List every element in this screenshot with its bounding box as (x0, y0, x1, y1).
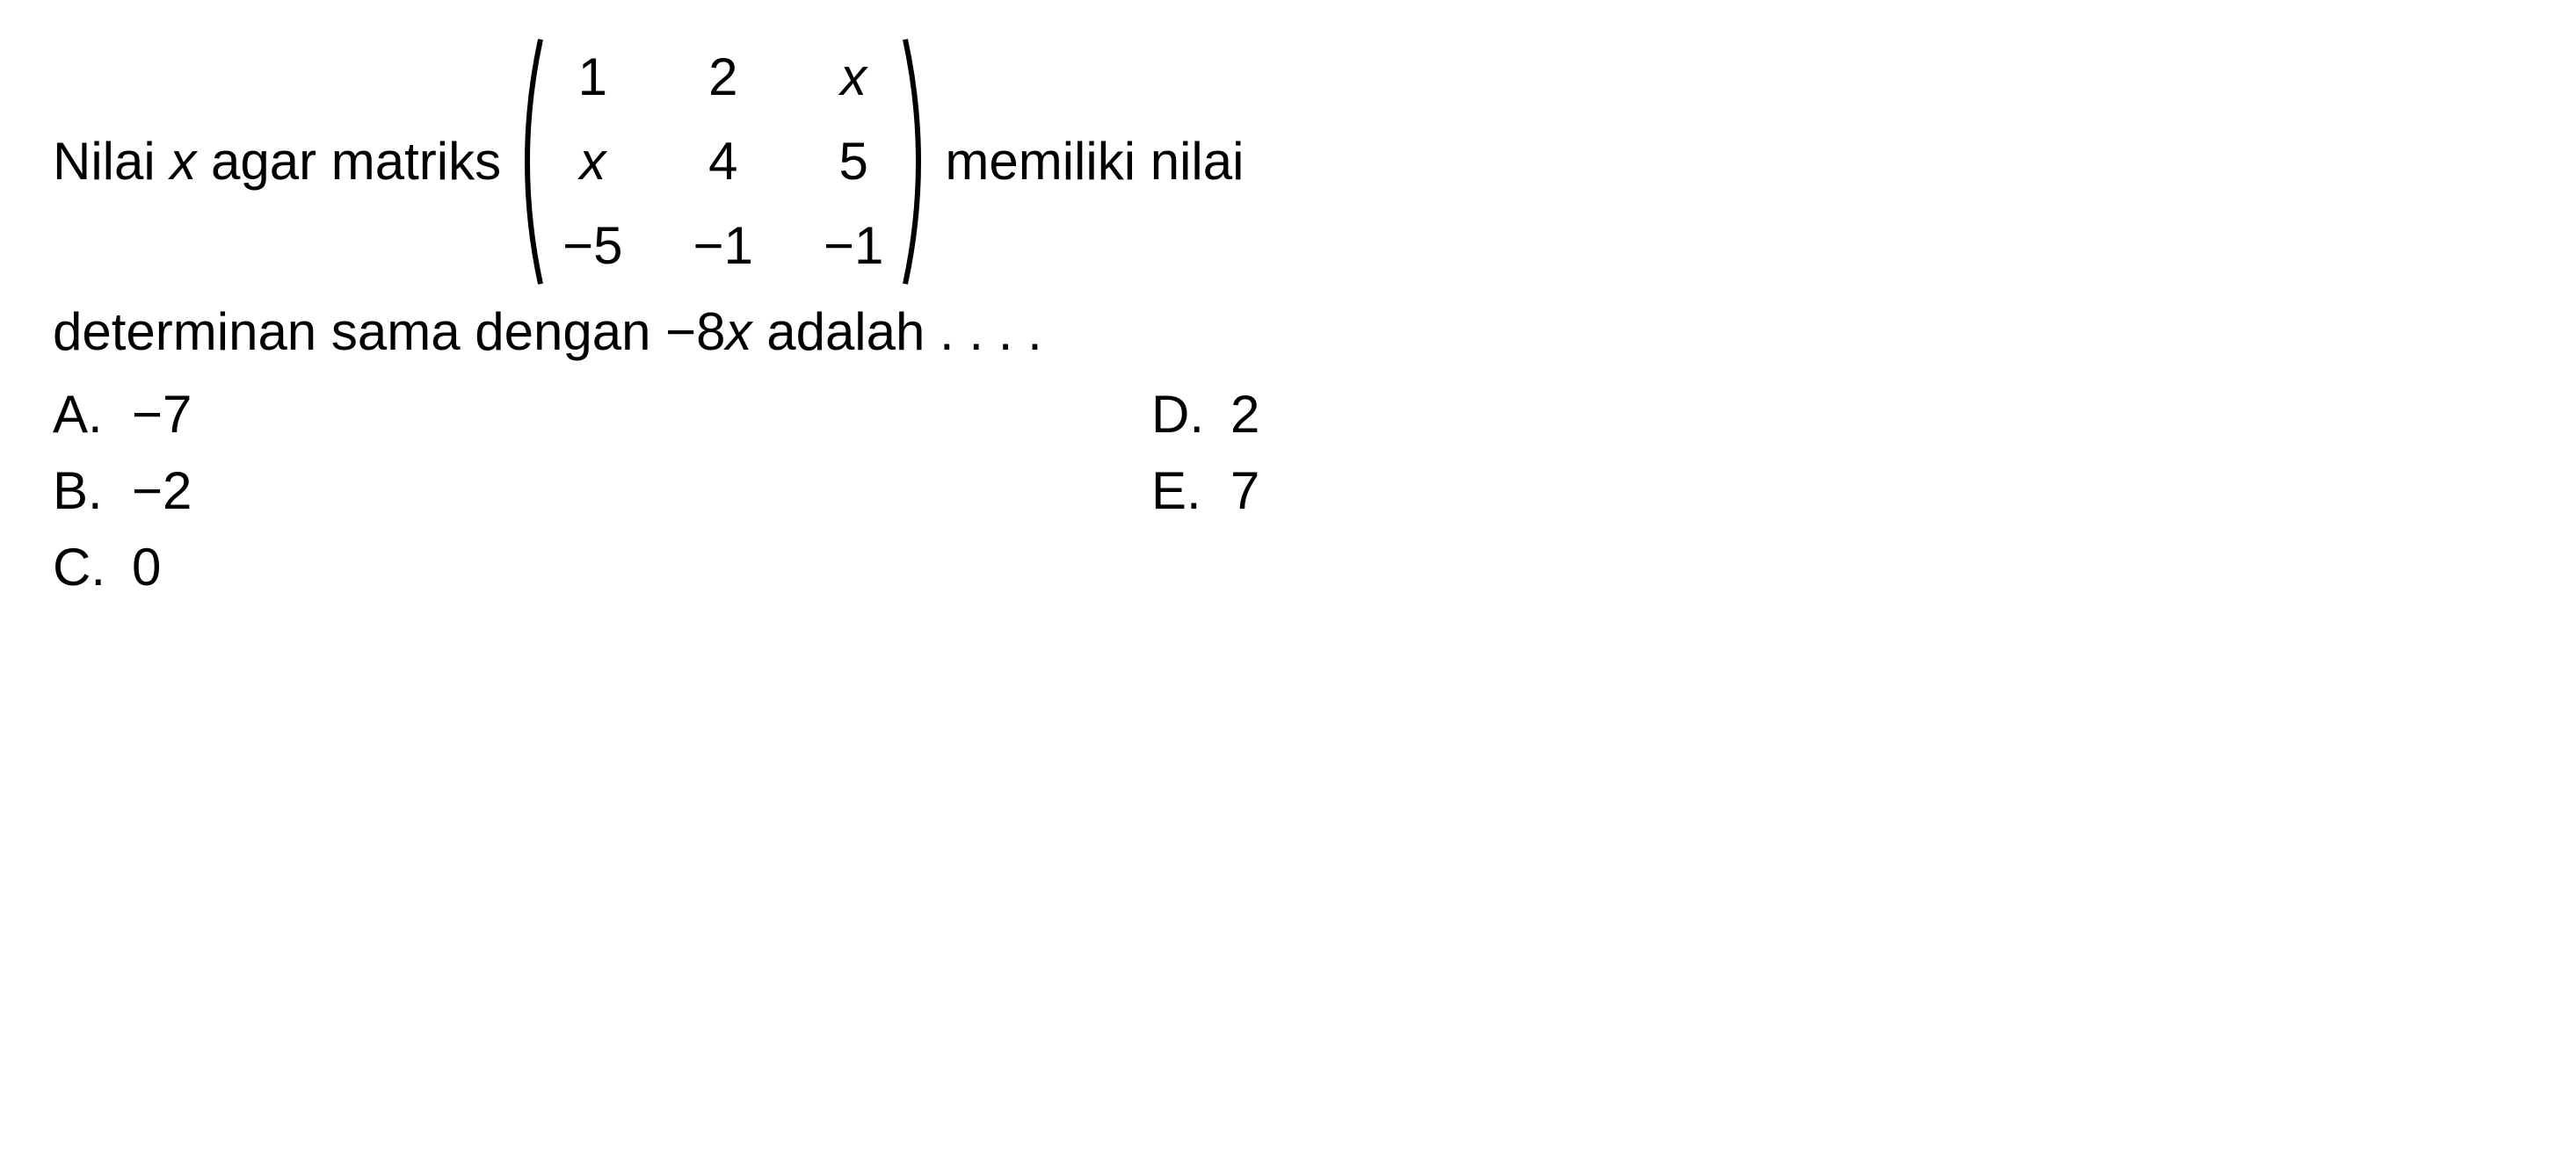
matrix-cell: −5 (562, 217, 622, 275)
text-adalah: adalah . . . . (752, 302, 1042, 361)
option-e: E. 7 (1151, 460, 1635, 521)
matrix: 1 2 x x 4 5 −5 −1 −1 (510, 35, 936, 288)
option-letter: D. (1151, 384, 1230, 445)
matrix-cell: 2 (701, 48, 745, 106)
options-grid: A. −7 B. −2 C. 0 D. 2 E. 7 (53, 384, 1635, 597)
option-value: −2 (132, 460, 192, 521)
problem-container: Nilai x agar matriks 1 2 x x 4 5 −5 −1 −… (53, 35, 2514, 597)
matrix-cell: −1 (693, 217, 753, 275)
option-letter: A. (53, 384, 132, 445)
matrix-cell: −1 (824, 217, 883, 275)
option-letter: C. (53, 537, 132, 597)
option-a: A. −7 (53, 384, 536, 445)
question-suffix: memiliki nilai (945, 133, 1244, 191)
text-determinan: determinan sama dengan −8 (53, 302, 726, 361)
question-line-1: Nilai x agar matriks 1 2 x x 4 5 −5 −1 −… (53, 35, 2514, 288)
variable-x-2: x (726, 302, 752, 361)
option-value: 7 (1230, 460, 1259, 521)
paren-right-icon (901, 35, 936, 288)
matrix-cell: 5 (831, 133, 875, 191)
option-c: C. 0 (53, 537, 536, 597)
option-d: D. 2 (1151, 384, 1635, 445)
text-agar-matriks: agar matriks (196, 132, 501, 191)
option-b: B. −2 (53, 460, 536, 521)
option-value: 2 (1230, 384, 1259, 445)
question-line-2: determinan sama dengan −8x adalah . . . … (53, 301, 2514, 362)
text-nilai: Nilai (53, 132, 170, 191)
variable-x: x (170, 132, 196, 191)
option-letter: B. (53, 460, 132, 521)
paren-left-icon (510, 35, 545, 288)
matrix-cell: x (831, 48, 875, 106)
matrix-cell: 1 (570, 48, 614, 106)
option-value: 0 (132, 537, 161, 597)
matrix-cell: 4 (701, 133, 745, 191)
option-letter: E. (1151, 460, 1230, 521)
matrix-cell: x (570, 133, 614, 191)
matrix-body: 1 2 x x 4 5 −5 −1 −1 (545, 35, 901, 288)
option-value: −7 (132, 384, 192, 445)
question-prefix: Nilai x agar matriks (53, 133, 501, 191)
